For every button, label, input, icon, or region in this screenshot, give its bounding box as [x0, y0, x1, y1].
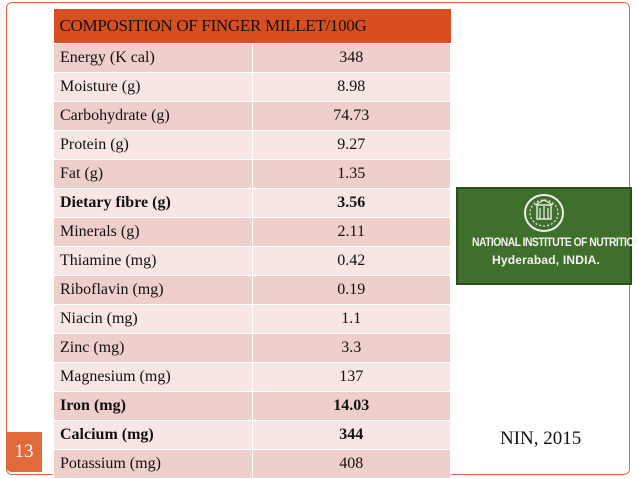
- logo-location: Hyderabad, INDIA.: [491, 253, 601, 267]
- nutrient-value: 137: [251, 362, 451, 392]
- nutrient-value: 3.56: [251, 188, 451, 218]
- nutrient-value: 0.19: [251, 275, 451, 305]
- table-row: Minerals (g) 2.11: [53, 217, 451, 247]
- logo-institute-name: NATIONAL INSTITUTE OF NUTRITION: [472, 235, 638, 249]
- nutrient-value: 0.42: [251, 246, 451, 276]
- nutrient-name: Moisture (g): [53, 72, 253, 102]
- nutrient-name: Dietary fibre (g): [53, 188, 253, 218]
- table-row: Dietary fibre (g) 3.56: [53, 188, 451, 218]
- table-row: Zinc (mg) 3.3: [53, 333, 451, 363]
- nutrient-name: Riboflavin (mg): [53, 275, 253, 305]
- nutrient-value: 1.35: [251, 159, 451, 189]
- nin-logo: NATIONAL INSTITUTE OF NUTRITION Hyderaba…: [456, 187, 638, 285]
- table-row: Potassium (mg) 408: [53, 449, 451, 479]
- nutrient-value: 8.98: [251, 72, 451, 102]
- nutrient-name: Energy (K cal): [53, 43, 253, 73]
- nutrient-name: Magnesium (mg): [53, 362, 253, 392]
- nutrient-value: 1.1: [251, 304, 451, 334]
- nutrient-name: Thiamine (mg): [53, 246, 253, 276]
- citation: NIN, 2015: [500, 428, 582, 449]
- table-row: Niacin (mg) 1.1: [53, 304, 451, 334]
- nutrient-value: 408: [251, 449, 451, 479]
- composition-table: COMPOSITION OF FINGER MILLET/100G Energy…: [53, 9, 451, 479]
- table-row: Moisture (g) 8.98: [53, 72, 451, 102]
- nutrient-value: 2.11: [251, 217, 451, 247]
- table-row: Energy (K cal) 348: [53, 43, 451, 73]
- nutrient-name: Niacin (mg): [53, 304, 253, 334]
- nutrient-name: Fat (g): [53, 159, 253, 189]
- table-row: Carbohydrate (g) 74.73: [53, 101, 451, 131]
- table-row: Protein (g) 9.27: [53, 130, 451, 160]
- nutrient-name: Iron (mg): [53, 391, 253, 421]
- table-row: Riboflavin (mg) 0.19: [53, 275, 451, 305]
- table-row: Calcium (mg) 344: [53, 420, 451, 450]
- nutrient-name: Minerals (g): [53, 217, 253, 247]
- table-row: Thiamine (mg) 0.42: [53, 246, 451, 276]
- nutrient-value: 14.03: [251, 391, 451, 421]
- nutrient-value: 74.73: [251, 101, 451, 131]
- table-row: Magnesium (mg) 137: [53, 362, 451, 392]
- nutrient-name: Calcium (mg): [53, 420, 253, 450]
- page-number: 13: [6, 432, 42, 472]
- nutrient-value: 3.3: [251, 333, 451, 363]
- nutrient-name: Zinc (mg): [53, 333, 253, 363]
- table-row: Fat (g) 1.35: [53, 159, 451, 189]
- table-header: COMPOSITION OF FINGER MILLET/100G: [53, 9, 451, 44]
- nutrient-value: 348: [251, 43, 451, 73]
- nutrient-name: Potassium (mg): [53, 449, 253, 479]
- table-header-row: COMPOSITION OF FINGER MILLET/100G: [53, 9, 451, 44]
- nutrient-name: Carbohydrate (g): [53, 101, 253, 131]
- table-row: Iron (mg) 14.03: [53, 391, 451, 421]
- nutrient-value: 344: [251, 420, 451, 450]
- nin-emblem-icon: [524, 194, 564, 232]
- nutrient-value: 9.27: [251, 130, 451, 160]
- nutrient-name: Protein (g): [53, 130, 253, 160]
